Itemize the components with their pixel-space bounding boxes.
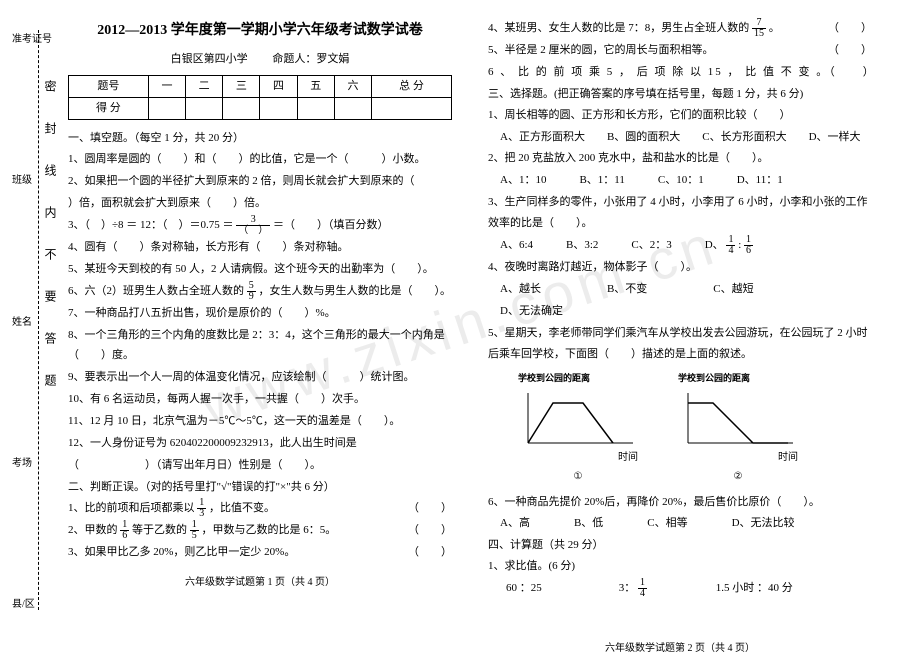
line-chart-icon (678, 388, 798, 448)
calc1r: 60 ：25 3： 14 1.5 小时 ：40 分 (488, 578, 872, 599)
q2b: ）倍，面积就会扩大到原来（ ）倍。 (68, 193, 452, 214)
q12b: （ ）（请写出年月日）性别是（ ）。 (68, 455, 452, 476)
th: 题号 (69, 76, 149, 98)
fraction: 13 (197, 498, 206, 519)
fraction: 3（ ） (236, 215, 270, 236)
page-footer: 六年级数学试题第 2 页（共 4 页） (488, 639, 872, 658)
q6: 6、六（2）班男生人数占全班人数的 59 ，女生人数与男生人数的比是（ ）。 (68, 281, 452, 302)
graph-label: 学校到公园的距离 (678, 370, 798, 387)
exam-subtitle: 白银区第四小学 命题人：罗文娟 (68, 49, 452, 70)
r6: 6 、 比 的 前 项 乘 5 ， 后 项 除 以 15 ， 比 值 不 变 。… (488, 62, 872, 83)
q5: 5、某班今天到校的有 50 人，2 人请病假。这个班今天的出勤率为（ ）。 (68, 259, 452, 280)
th: 一 (148, 76, 185, 98)
line-chart-icon (518, 388, 638, 448)
fraction: 16 (120, 520, 129, 541)
c4o2: D、无法确定 (488, 301, 872, 322)
th: 四 (260, 76, 297, 98)
c3o: A、6:4 B、3:2 C、2：3 D、 14 : 16 (488, 235, 872, 256)
c2o: A、1：10 B、1：11 C、10：1 D、11：1 (488, 170, 872, 191)
score-table: 题号 一 二 三 四 五 六 总 分 得 分 (68, 75, 452, 120)
section-4: 四、计算题（共 29 分） (488, 535, 872, 556)
paren: （ ） (828, 40, 872, 61)
bind-label: 县/区 (12, 595, 52, 610)
r5: 5、半径是 2 厘米的圆，它的周长与面积相等。 （ ） (488, 40, 872, 61)
th: 三 (223, 76, 260, 98)
th: 六 (334, 76, 371, 98)
bind-label: 准考证号 (12, 30, 52, 45)
c6o: A、高 B、低 C、相等 D、无法比较 (488, 513, 872, 534)
c4: 4、夜晚时离路灯越近，物体影子（ ）。 (488, 257, 872, 278)
c2: 2、把 20 克盐放入 200 克水中，盐和盐水的比是（ ）。 (488, 148, 872, 169)
page-footer: 六年级数学试题第 1 页（共 4 页） (68, 573, 452, 592)
page-container: 准考证号 班级 姓名 考场 县/区 密封线内不要答题 2012—2013 学年度… (0, 0, 920, 650)
th: 五 (297, 76, 334, 98)
q7: 7、一种商品打八五折出售，现价是原价的（ ）%。 (68, 303, 452, 324)
section-3: 三、选择题。(把正确答案的序号填在括号里，每题 1 分，共 6 分) (488, 84, 872, 105)
th: 总 分 (372, 76, 452, 98)
q12: 12、一人身份证号为 620402200009232913，此人出生时间是 (68, 433, 452, 454)
calc1: 1、求比值。(6 分) (488, 556, 872, 577)
graph-num: ① (518, 467, 638, 486)
graph-1: 学校到公园的距离 时间 ① (518, 370, 638, 485)
q11: 11、12 月 10 日，北京气温为－5℃～5℃，这一天的温差是（ ）。 (68, 411, 452, 432)
j2: 2、甲数的 16 等于乙数的 15 ，甲数与乙数的比是 6：5。 （ ） (68, 520, 452, 541)
graph-num: ② (678, 467, 798, 486)
fraction: 14 (638, 578, 647, 599)
c1o: A、正方形面积大 B、圆的面积大 C、长方形面积大 D、一样大 (488, 127, 872, 148)
fraction: 15 (190, 520, 199, 541)
c6: 6、一种商品先提价 20%后，再降价 20%，最后售价比原价（ ）。 (488, 492, 872, 513)
j3: 3、如果甲比乙多 20%，则乙比甲一定少 20%。 （ ） (68, 542, 452, 563)
page-left: 2012—2013 学年度第一学期小学六年级考试数学试卷 白银区第四小学 命题人… (50, 0, 470, 650)
c1: 1、周长相等的圆、正方形和长方形，它们的面积比较（ ） (488, 105, 872, 126)
q3: 3、（ ）÷8 ＝ 12：（ ）＝0.75 ＝ 3（ ） ＝（ ）（填百分数） (68, 215, 452, 236)
author: 命题人：罗文娟 (272, 53, 349, 65)
fraction: 14 (726, 235, 735, 256)
graph-label: 学校到公园的距离 (518, 370, 638, 387)
j1: 1、比的前项和后项都乘以 13 ，比值不变。 （ ） (68, 498, 452, 519)
r4: 4、某班男、女生人数的比是 7：8，男生占全班人数的 715 。 （ ） (488, 18, 872, 39)
q2: 2、如果把一个圆的半径扩大到原来的 2 倍，则周长就会扩大到原来的（ (68, 171, 452, 192)
paren: （ ） (408, 542, 452, 563)
q10: 10、有 6 名运动员，每两人握一次手，一共握（ ）次手。 (68, 389, 452, 410)
q8: 8、一个三角形的三个内角的度数比是 2：3：4，这个三角形的最大一个内角是（ ）… (68, 325, 452, 367)
fraction: 59 (247, 281, 256, 302)
th: 二 (186, 76, 223, 98)
table-row: 题号 一 二 三 四 五 六 总 分 (69, 76, 452, 98)
axis-label: 时间 (518, 448, 638, 467)
exam-title: 2012—2013 学年度第一学期小学六年级考试数学试卷 (68, 18, 452, 45)
paren: （ ） (408, 498, 452, 519)
q9: 9、要表示出一个人一周的体温变化情况，应该绘制（ ）统计图。 (68, 367, 452, 388)
c4o: A、越长 B、不变 C、越短 (488, 279, 872, 300)
fraction: 715 (752, 18, 766, 39)
q1: 1、圆周率是圆的（ ）和（ ）的比值，它是一个（ ）小数。 (68, 149, 452, 170)
bind-label: 考场 (12, 454, 52, 469)
c5: 5、星期天，李老师带同学们乘汽车从学校出发去公园游玩，在公园玩了 2 小时后乘车… (488, 323, 872, 365)
fraction: 16 (744, 235, 753, 256)
paren: （ ） (828, 18, 872, 39)
section-1: 一、填空题。（每空 1 分，共 20 分） (68, 128, 452, 149)
c3: 3、生产同样多的零件，小张用了 4 小时，小李用了 6 小时，小李和小张的工作效… (488, 192, 872, 234)
page-right: 4、某班男、女生人数的比是 7：8，男生占全班人数的 715 。 （ ） 5、半… (470, 0, 890, 650)
td: 得 分 (69, 98, 149, 120)
section-2: 二、判断正误。（对的括号里打"√"错误的打"×"共 6 分） (68, 477, 452, 498)
graph-row: 学校到公园的距离 时间 ① 学校到公园的距离 时间 ② (518, 370, 872, 485)
axis-label: 时间 (678, 448, 798, 467)
binding-inner-text: 密封线内不要答题 (42, 80, 59, 416)
graph-2: 学校到公园的距离 时间 ② (678, 370, 798, 485)
school: 白银区第四小学 (171, 53, 248, 65)
binding-margin: 准考证号 班级 姓名 考场 县/区 密封线内不要答题 (0, 0, 50, 650)
table-row: 得 分 (69, 98, 452, 120)
q4: 4、圆有（ ）条对称轴，长方形有（ ）条对称轴。 (68, 237, 452, 258)
paren: （ ） (408, 520, 452, 541)
